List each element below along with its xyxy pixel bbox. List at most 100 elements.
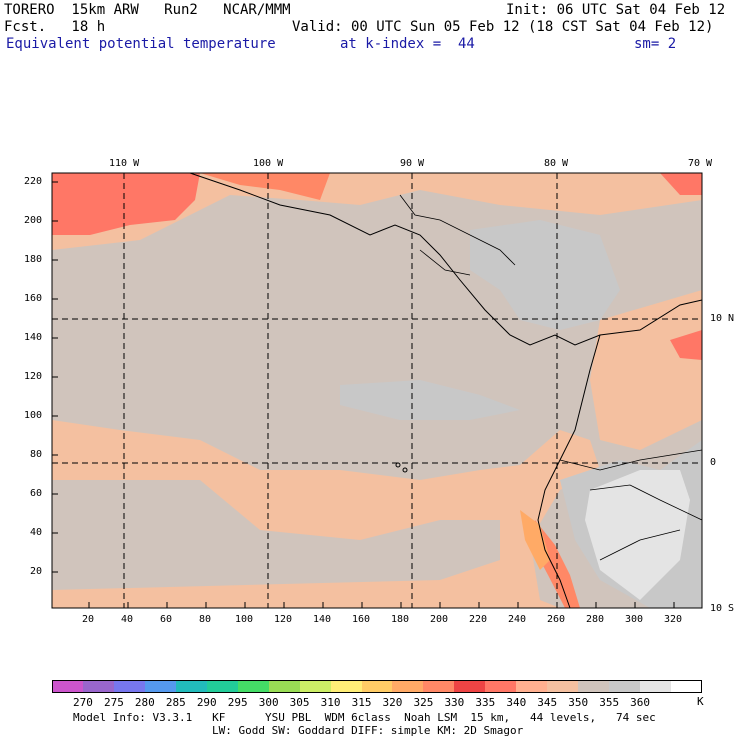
forecast-hour: Fcst. 18 h [4, 19, 106, 35]
map-frame [51, 172, 703, 609]
colorbar-swatch [144, 680, 177, 693]
x-tick-label: 180 [391, 614, 410, 625]
lon-label-100w: 100 W [253, 158, 284, 169]
level-index: at k-index = 44 [340, 36, 475, 52]
field-patch-gray-2 [340, 380, 520, 420]
y-tick-marks [52, 181, 58, 573]
field-patch-white [585, 470, 690, 600]
y-tick-label: 140 [24, 332, 43, 343]
colorbar-tick-label: 280 [134, 696, 155, 709]
field-patch-gray [470, 220, 620, 330]
x-tick-label: 260 [547, 614, 566, 625]
field-hot-east [670, 330, 702, 360]
country-borders-central [399, 194, 516, 276]
colorbar-tick-label: 350 [568, 696, 589, 709]
y-tick-label: 220 [24, 176, 43, 187]
x-tick-label: 320 [664, 614, 683, 625]
field-name: Equivalent potential temperature [6, 36, 276, 52]
x-tick-label: 140 [313, 614, 332, 625]
x-tick-label: 200 [430, 614, 449, 625]
colorbar-swatch [175, 680, 208, 693]
colorbar-swatch [609, 680, 641, 693]
x-tick-label: 160 [352, 614, 371, 625]
colorbar-tick-label: 285 [165, 696, 186, 709]
y-tick-label: 180 [24, 254, 43, 265]
colorbar-tick-label: 355 [599, 696, 620, 709]
colorbar-swatch [113, 680, 146, 693]
galapagos-islands-2 [402, 467, 408, 473]
x-tick-label: 80 [199, 614, 212, 625]
colorbar-tick-label: 315 [351, 696, 372, 709]
field-band-gray-south [52, 480, 500, 590]
colorbar-tick-label: 330 [444, 696, 465, 709]
field-hot-north [200, 173, 330, 200]
model-info-line1: Model Info: V3.3.1 KF YSU PBL WDM 6class… [73, 711, 656, 724]
colorbar-tick-label: 300 [258, 696, 279, 709]
field-band-north [52, 173, 702, 250]
y-tick-label: 20 [30, 566, 43, 577]
colorbar-swatch [640, 680, 672, 693]
colorbar-swatch [330, 680, 362, 693]
field-hot-northeast [660, 173, 702, 195]
colorbar-swatch [82, 680, 115, 693]
model-info-line2: LW: Godd SW: Goddard DIFF: simple KM: 2D… [212, 724, 524, 737]
colorbar-tick-label: 295 [227, 696, 248, 709]
x-tick-label: 60 [160, 614, 173, 625]
coastline-south-america [537, 334, 601, 609]
colorbar-swatch [547, 680, 579, 693]
x-tick-marks [88, 602, 675, 608]
colorbar-swatch [454, 680, 486, 693]
y-tick-label: 60 [30, 488, 43, 499]
y-tick-label: 80 [30, 449, 43, 460]
colorbar-tick-label: 290 [196, 696, 217, 709]
x-tick-label: 280 [586, 614, 605, 625]
colorbar-swatch [299, 680, 332, 693]
colorbar-swatch [578, 680, 610, 693]
x-tick-label: 240 [508, 614, 527, 625]
colorbar-tick-label: 320 [382, 696, 403, 709]
y-tick-label: 160 [24, 293, 43, 304]
x-tick-label: 300 [625, 614, 644, 625]
colorbar-tick-label: 360 [630, 696, 651, 709]
country-borders [559, 449, 703, 561]
colorbar-tick-label: 305 [289, 696, 310, 709]
field-hot-northwest [52, 173, 200, 235]
lat-label-0: 0 [710, 457, 717, 468]
lon-label-80w: 80 W [544, 158, 569, 169]
lon-label-110w: 110 W [109, 158, 140, 169]
x-tick-label: 220 [469, 614, 488, 625]
run-title: TORERO 15km ARW Run2 NCAR/MMM [4, 2, 291, 18]
init-time: Init: 06 UTC Sat 04 Feb 12 [506, 2, 726, 18]
y-tick-label: 200 [24, 215, 43, 226]
colorbar-swatch [516, 680, 548, 693]
colorbar-swatch [423, 680, 455, 693]
field-warm-peru [520, 510, 550, 570]
x-tick-label: 40 [121, 614, 134, 625]
colorbar-tick-label: 325 [413, 696, 434, 709]
y-tick-label: 120 [24, 371, 43, 382]
smoothing-value: sm= 2 [634, 36, 677, 52]
colorbar-unit: K [697, 695, 704, 708]
y-tick-label: 100 [24, 410, 43, 421]
lat-label-10n: 10 N [710, 313, 735, 324]
colorbar-swatch [671, 680, 703, 693]
colorbar-tick-label: 335 [475, 696, 496, 709]
colorbar-swatch [206, 680, 239, 693]
colorbar-swatch [361, 680, 393, 693]
valid-time: Valid: 00 UTC Sun 05 Feb 12 (18 CST Sat … [292, 19, 714, 35]
colorbar-swatch [268, 680, 301, 693]
colorbar-swatch [392, 680, 424, 693]
colorbar-tick-label: 310 [320, 696, 341, 709]
colorbar-tick-label: 270 [73, 696, 93, 709]
colorbar-tick-label: 275 [103, 696, 124, 709]
colorbar-swatch [485, 680, 517, 693]
colorbar-swatch [237, 680, 270, 693]
lat-lon-grid [52, 173, 702, 608]
x-tick-label: 20 [82, 614, 95, 625]
x-tick-label: 100 [235, 614, 254, 625]
lat-label-10s: 10 S [710, 603, 735, 614]
colorbar-swatch [52, 680, 84, 693]
field-band-east [590, 290, 702, 450]
colorbar-frame [52, 680, 702, 693]
